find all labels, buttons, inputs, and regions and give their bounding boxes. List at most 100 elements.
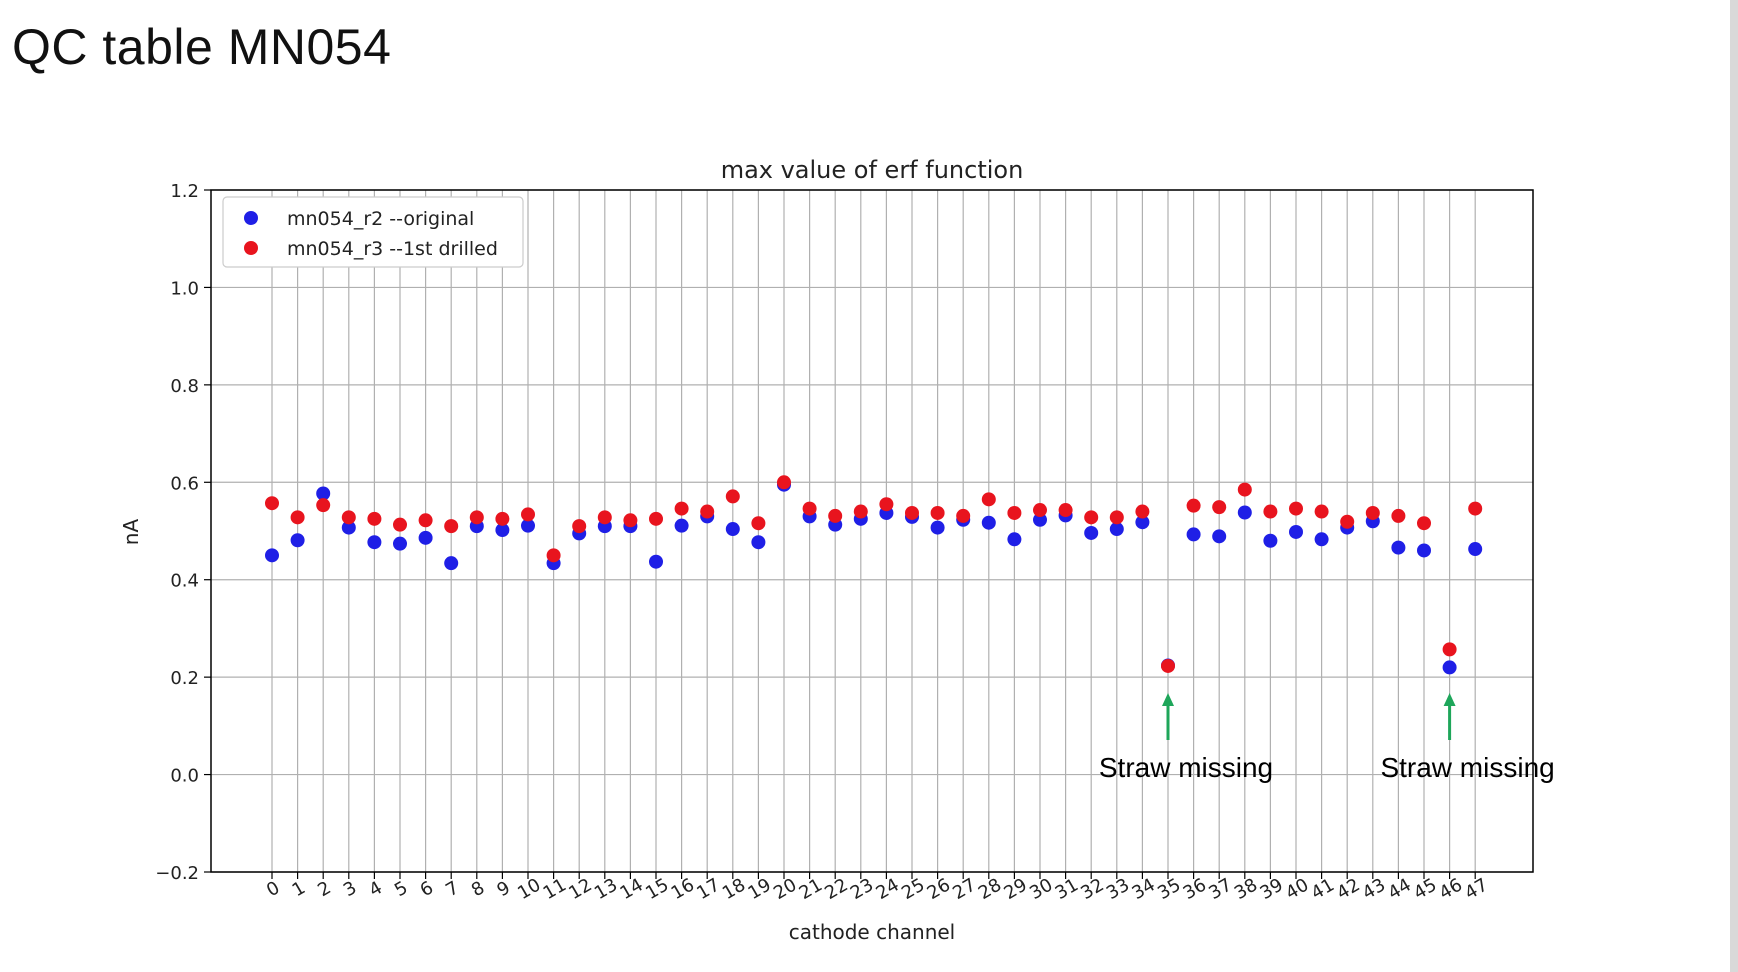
x-tick-label: 5 xyxy=(391,877,411,901)
slide-edge xyxy=(1730,0,1738,972)
point-drilled xyxy=(956,508,971,523)
point-original xyxy=(981,515,996,530)
x-tick-label: 31 xyxy=(1052,874,1082,904)
point-original xyxy=(1084,525,1099,540)
point-original xyxy=(1289,524,1303,539)
x-tick-label: 18 xyxy=(719,874,749,904)
point-original xyxy=(1417,543,1431,558)
point-drilled xyxy=(1186,498,1201,513)
annotations: Straw missing Straw missing xyxy=(1099,693,1555,783)
point-original xyxy=(1442,660,1457,675)
y-tick-label: 0.2 xyxy=(170,668,199,689)
point-drilled xyxy=(1033,503,1047,518)
x-tick-label: 46 xyxy=(1436,874,1466,904)
point-original xyxy=(674,518,689,533)
point-original xyxy=(341,520,356,535)
x-tick-label: 14 xyxy=(616,874,646,904)
x-tick-label: 10 xyxy=(514,874,544,904)
point-drilled xyxy=(572,519,587,534)
x-tick-label: 4 xyxy=(365,877,385,901)
y-tick-label: 1.0 xyxy=(170,278,199,299)
point-drilled xyxy=(1058,503,1073,518)
point-original xyxy=(1212,529,1227,544)
point-drilled xyxy=(521,507,535,522)
point-original xyxy=(1468,542,1483,557)
annotation-arrow-head xyxy=(1443,693,1456,706)
x-tick-label: 39 xyxy=(1256,874,1286,904)
x-tick-label: 17 xyxy=(693,874,723,904)
point-original xyxy=(495,523,510,538)
point-drilled xyxy=(828,508,843,523)
x-axis-label: cathode channel xyxy=(789,920,956,944)
annotation-label: Straw missing xyxy=(1099,752,1273,783)
y-tick-label: 0.0 xyxy=(170,766,199,787)
point-original xyxy=(1033,512,1047,527)
point-drilled xyxy=(290,510,305,525)
point-original xyxy=(1135,515,1150,530)
x-tick-label: 28 xyxy=(975,874,1005,904)
point-original xyxy=(521,518,535,533)
point-drilled xyxy=(418,513,433,528)
x-tick-label: 20 xyxy=(770,874,800,904)
x-tick-label: 1 xyxy=(289,877,309,901)
point-drilled xyxy=(930,505,945,520)
y-axis-label: nA xyxy=(119,519,143,546)
point-drilled xyxy=(1007,505,1022,520)
x-tick-label: 38 xyxy=(1231,874,1261,904)
point-original xyxy=(265,548,279,563)
point-drilled xyxy=(469,510,484,525)
point-drilled xyxy=(1263,504,1278,519)
x-tick-label: 29 xyxy=(1000,874,1030,904)
x-tick-label: 34 xyxy=(1128,874,1158,904)
point-drilled xyxy=(1442,642,1457,657)
annotation-arrow-head xyxy=(1162,693,1174,706)
x-tick-label: 43 xyxy=(1359,874,1389,904)
point-drilled xyxy=(1212,500,1227,515)
y-tick-label: 0.8 xyxy=(170,376,199,397)
x-tick-label: 2 xyxy=(314,877,334,901)
x-tick-label: 41 xyxy=(1308,874,1338,904)
legend-box xyxy=(222,196,524,268)
point-drilled xyxy=(905,505,919,520)
point-original xyxy=(1007,532,1022,547)
x-tick-label: 19 xyxy=(744,874,774,904)
point-drilled xyxy=(725,489,740,504)
point-drilled xyxy=(367,511,382,526)
point-drilled xyxy=(1084,510,1099,525)
x-tick-label: 33 xyxy=(1103,874,1133,904)
point-drilled xyxy=(1468,501,1483,516)
point-drilled xyxy=(1340,514,1355,529)
y-tick-label: −0.2 xyxy=(155,863,199,884)
legend-label: mn054_r2 --original xyxy=(287,208,474,230)
x-tick-label: 35 xyxy=(1154,874,1184,904)
point-drilled xyxy=(674,501,689,516)
x-tick-label: 45 xyxy=(1410,874,1440,904)
x-tick-label: 9 xyxy=(493,877,513,901)
point-original xyxy=(1186,527,1201,542)
x-tick-label: 7 xyxy=(442,877,462,901)
x-axis-ticks: 0 1 2 3 4 5 6 7 8 9 101112131415161718192021222324… xyxy=(263,872,1492,904)
legend-marker xyxy=(244,211,258,225)
slide-title: QC table MN054 xyxy=(12,19,392,75)
x-tick-label: 32 xyxy=(1077,874,1107,904)
x-tick-label: 37 xyxy=(1205,874,1235,904)
point-drilled xyxy=(1135,504,1150,519)
legend: mn054_r2 --original mn054_r3 --1st drille… xyxy=(222,196,524,268)
point-drilled xyxy=(649,511,663,526)
point-original xyxy=(1263,533,1278,548)
point-drilled xyxy=(495,511,510,526)
point-drilled xyxy=(623,513,638,528)
x-tick-label: 25 xyxy=(898,874,928,904)
x-tick-label: 36 xyxy=(1180,874,1210,904)
point-drilled xyxy=(853,504,868,519)
point-drilled xyxy=(1289,501,1303,516)
point-drilled xyxy=(1237,482,1252,497)
point-original xyxy=(930,520,945,535)
x-tick-label: 42 xyxy=(1333,874,1363,904)
x-tick-label: 40 xyxy=(1282,874,1312,904)
chart-title: max value of erf function xyxy=(721,156,1024,184)
point-original xyxy=(1391,540,1406,555)
data-points xyxy=(265,475,1483,675)
point-drilled xyxy=(879,497,894,512)
